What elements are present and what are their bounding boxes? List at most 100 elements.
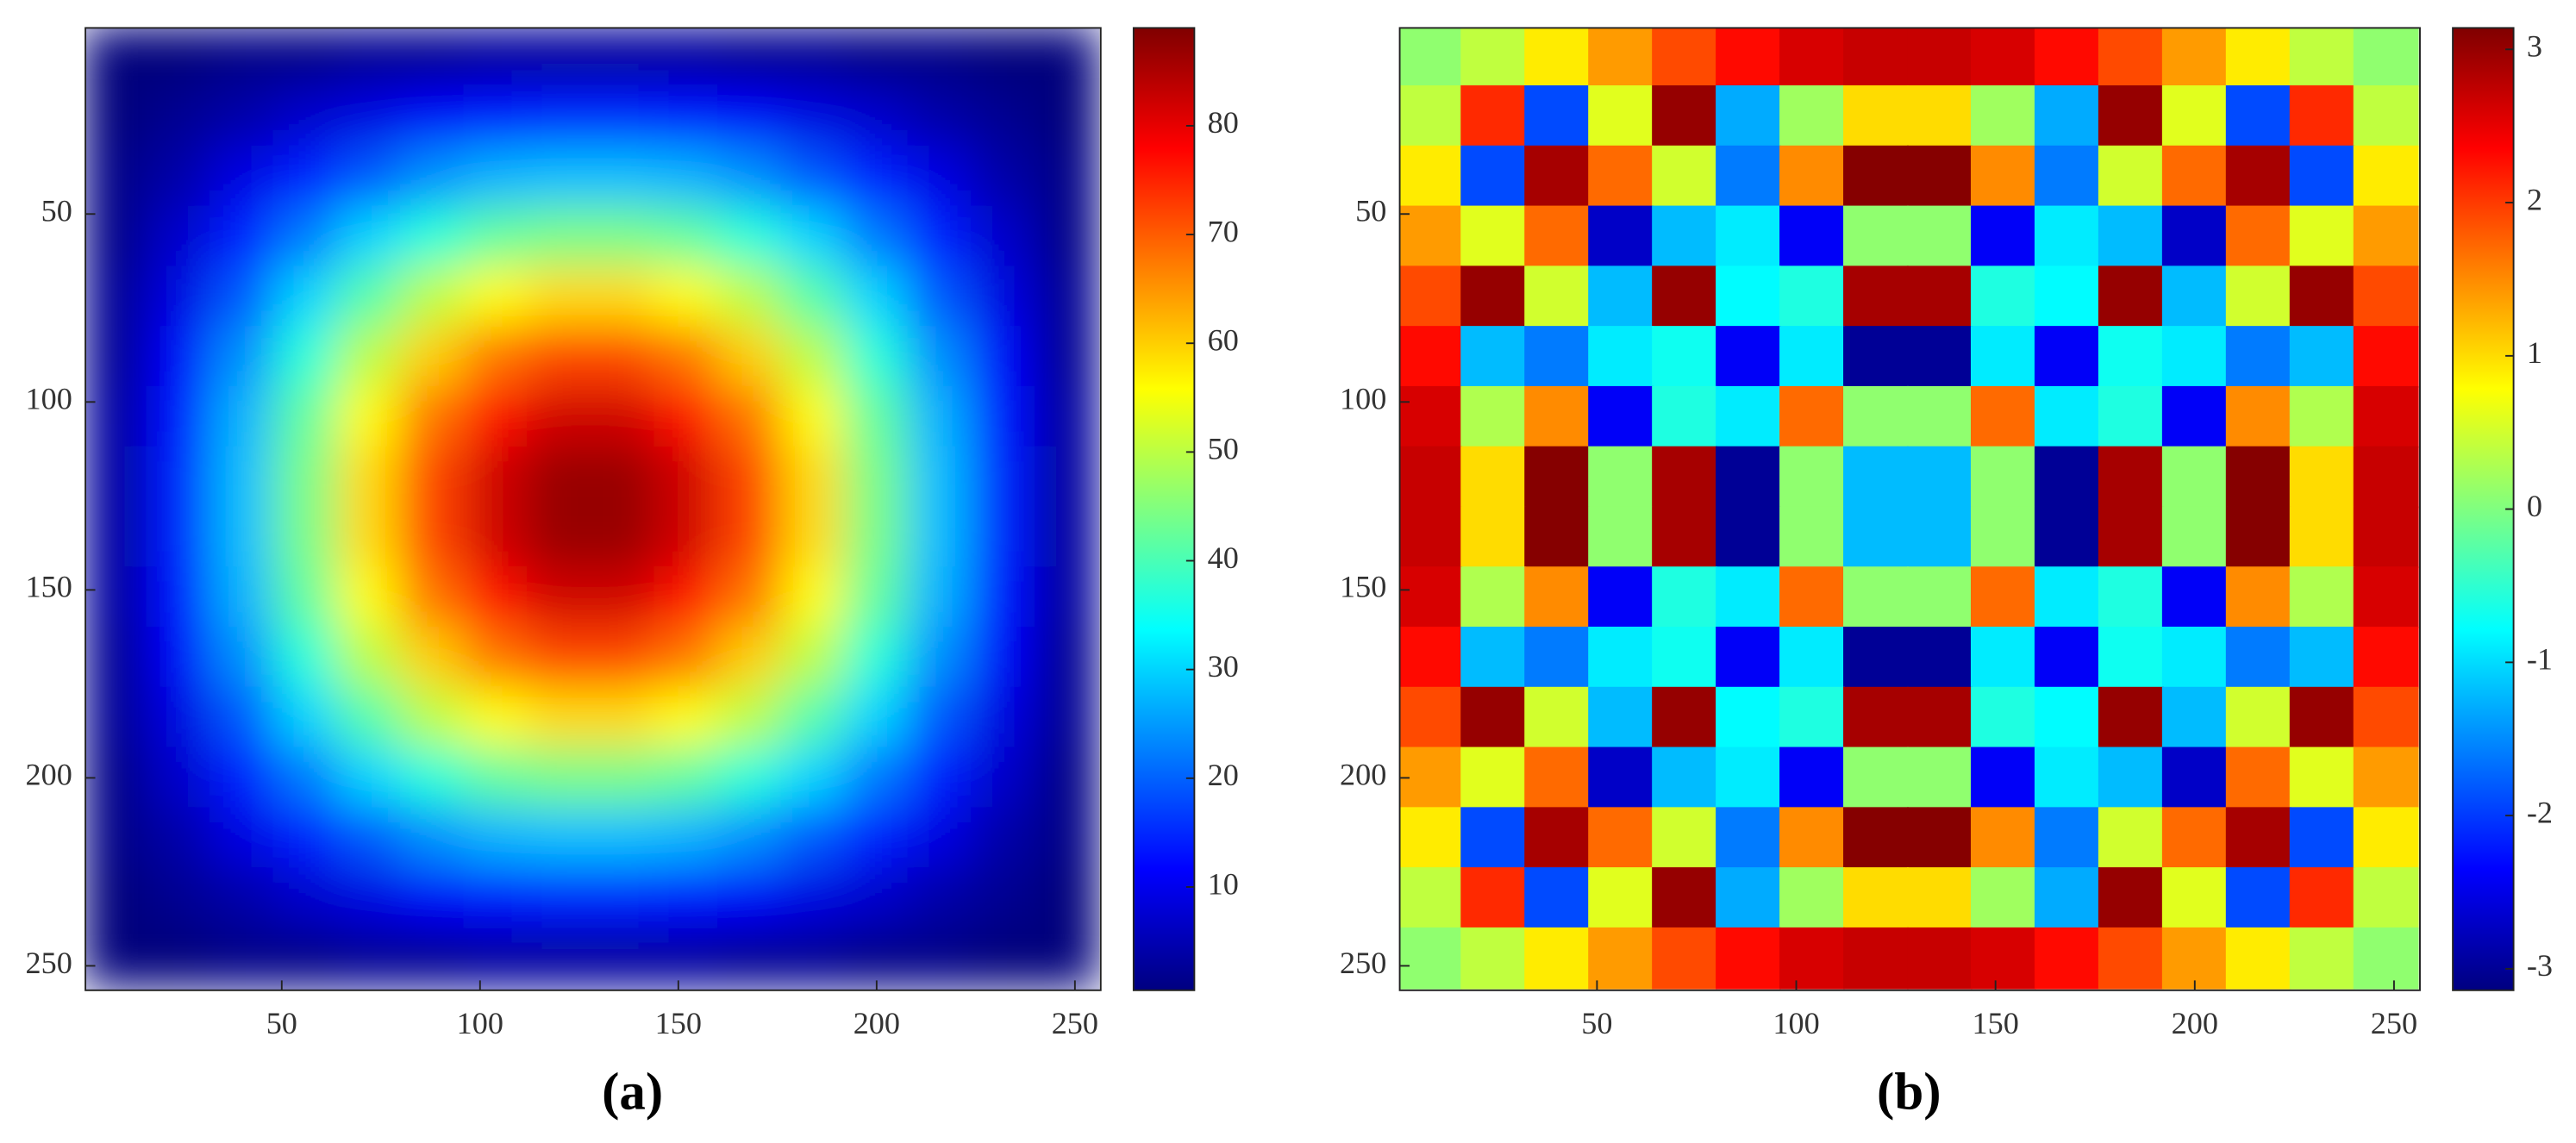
heatmap-cell xyxy=(1460,446,1527,509)
heatmap-cell xyxy=(2034,686,2100,749)
heatmap-cell xyxy=(146,746,211,809)
heatmap-cell xyxy=(1524,385,1591,448)
heatmap-cell xyxy=(209,927,275,990)
heatmap-cell xyxy=(2034,927,2100,990)
heatmap-cell xyxy=(1907,686,1973,749)
heatmap-cell xyxy=(1970,28,2036,87)
heatmap-cell xyxy=(1716,506,1781,569)
heatmap-cell xyxy=(2034,566,2100,628)
heatmap-cell xyxy=(2353,686,2419,749)
heatmap-cell xyxy=(907,28,973,87)
heatmap-cell xyxy=(463,746,528,809)
heatmap-cell xyxy=(2289,265,2355,328)
heatmap-cell xyxy=(780,506,846,569)
heatmap-cell xyxy=(2161,385,2228,448)
heatmap-cell xyxy=(2353,265,2419,328)
heatmap-cell xyxy=(336,627,402,689)
heatmap-cell xyxy=(716,807,783,870)
axes-box xyxy=(1398,27,2421,991)
heatmap-cell xyxy=(1716,265,1781,328)
heatmap-cell xyxy=(85,446,148,509)
heatmap-cell xyxy=(272,385,339,448)
y-tick-label: 200 xyxy=(26,758,72,792)
heatmap-cell xyxy=(1970,627,2036,689)
heatmap-cell xyxy=(1779,326,1845,388)
y-tick-label: 150 xyxy=(26,570,72,604)
heatmap-cell xyxy=(2289,385,2355,448)
heatmap-cell xyxy=(653,85,719,147)
heatmap-cell xyxy=(1907,566,1973,628)
heatmap-cell xyxy=(2034,867,2100,929)
heatmap-cell xyxy=(844,85,910,147)
heatmap-cell xyxy=(146,85,211,147)
heatmap-cell xyxy=(1034,205,1100,268)
x-tick-label: 250 xyxy=(2371,1006,2417,1040)
heatmap-cell xyxy=(2225,807,2292,870)
y-tick-label: 50 xyxy=(1355,194,1386,228)
heatmap-cell xyxy=(2161,205,2228,268)
heatmap-cell xyxy=(716,627,783,689)
heatmap-cell xyxy=(971,446,1036,509)
heatmap-cell xyxy=(2161,686,2228,749)
heatmap-cell xyxy=(527,627,592,689)
heatmap-cell xyxy=(146,326,211,388)
heatmap-cell xyxy=(2353,145,2419,208)
heatmap-cell xyxy=(2353,385,2419,448)
heatmap-cell xyxy=(1460,927,1527,990)
heatmap-cell xyxy=(1588,205,1654,268)
heatmap-cell xyxy=(2098,506,2164,569)
heatmap-cell xyxy=(272,265,339,328)
heatmap-cell xyxy=(1588,746,1654,809)
heatmap-cell xyxy=(85,867,148,929)
colorbar xyxy=(2452,27,2515,991)
heatmap-cell xyxy=(844,927,910,990)
heatmap-cell xyxy=(1843,326,1909,388)
heatmap-cell xyxy=(716,85,783,147)
heatmap-cell xyxy=(1524,867,1591,929)
heatmap-cell xyxy=(272,566,339,628)
heatmap-cell xyxy=(2161,446,2228,509)
heatmap-cell xyxy=(1907,627,1973,689)
heatmap-cell xyxy=(653,627,719,689)
heatmap-cell xyxy=(209,326,275,388)
heatmap-cell xyxy=(971,506,1036,569)
heatmap-cell xyxy=(1970,867,2036,929)
heatmap-cell xyxy=(2225,506,2292,569)
heatmap-cell xyxy=(399,746,466,809)
heatmap-cell xyxy=(1779,867,1845,929)
heatmap-cell xyxy=(653,566,719,628)
heatmap-cell xyxy=(1970,686,2036,749)
heatmap-cell xyxy=(1034,867,1100,929)
heatmap-cell xyxy=(85,145,148,208)
heatmap xyxy=(85,28,1100,990)
heatmap-cell xyxy=(2034,746,2100,809)
heatmap-cell xyxy=(272,446,339,509)
heatmap-cell xyxy=(971,85,1036,147)
heatmap-cell xyxy=(1652,85,1718,147)
heatmap-cell xyxy=(1034,566,1100,628)
colorbar xyxy=(1132,27,1196,991)
heatmap-cell xyxy=(2098,85,2164,147)
heatmap-cell xyxy=(1843,627,1909,689)
heatmap-cell xyxy=(1779,746,1845,809)
heatmap-cell xyxy=(971,566,1036,628)
heatmap-cell xyxy=(716,145,783,208)
heatmap-cell xyxy=(527,265,592,328)
heatmap-cell xyxy=(590,686,656,749)
heatmap-cell xyxy=(716,326,783,388)
heatmap-cell xyxy=(844,446,910,509)
heatmap-cell xyxy=(2098,686,2164,749)
heatmap-cell xyxy=(2034,85,2100,147)
heatmap-cell xyxy=(653,446,719,509)
heatmap-cell xyxy=(2225,867,2292,929)
heatmap-cell xyxy=(907,807,973,870)
heatmap-cell xyxy=(85,205,148,268)
heatmap-cell xyxy=(2353,867,2419,929)
heatmap-cell xyxy=(1460,145,1527,208)
heatmap-cell xyxy=(1399,867,1463,929)
heatmap-cell xyxy=(1588,627,1654,689)
heatmap-cell xyxy=(1652,326,1718,388)
heatmap-cell xyxy=(209,566,275,628)
heatmap-cell xyxy=(780,28,846,87)
heatmap-cell xyxy=(1843,28,1909,87)
